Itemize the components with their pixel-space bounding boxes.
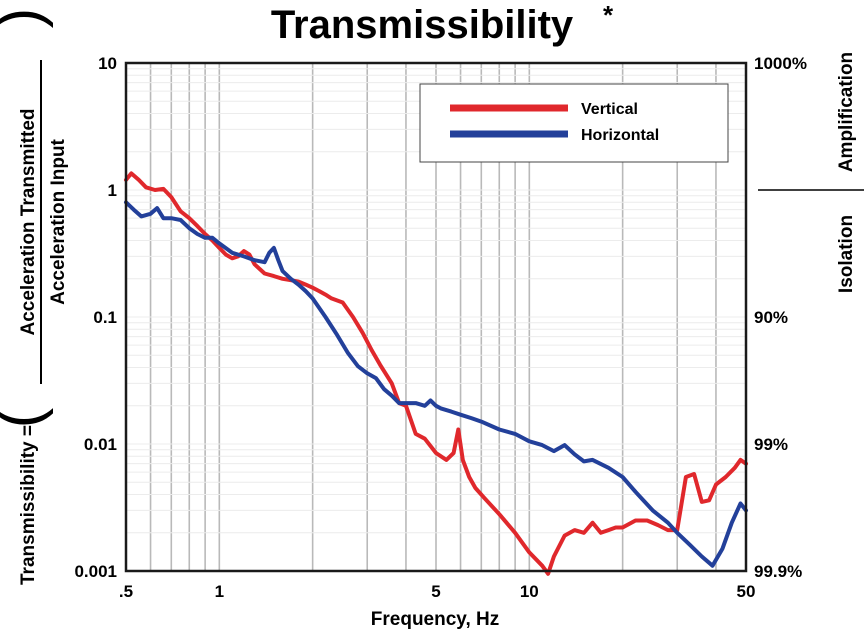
legend-label-vertical: Vertical: [581, 101, 638, 118]
y-axis-label-prefix: Transmissibility =: [18, 425, 39, 585]
y-axis-label: Transmissibility = ( Acceleration Transm…: [0, 8, 69, 585]
y-axis-label-denominator: Acceleration Input: [48, 138, 69, 304]
series-line-horizontal: [124, 200, 748, 568]
legend-box: [419, 83, 729, 163]
right-tick-labels: 1000% 90% 99% 99.9%: [754, 54, 807, 581]
legend: Vertical Horizontal: [419, 83, 729, 163]
y-tick-label: 0.001: [74, 562, 117, 581]
x-tick-label: 1: [215, 582, 224, 601]
x-tick-label: 5: [431, 582, 440, 601]
x-axis-label: Frequency, Hz: [371, 609, 499, 630]
y-tick-label: 1: [108, 181, 117, 200]
chart-title: Transmissibility: [271, 3, 574, 47]
y-tick-label: 0.1: [93, 308, 117, 327]
chart-title-group: Transmissibility *: [271, 0, 614, 47]
y-axis-label-paren-close: ): [0, 8, 54, 29]
y-axis-label-paren-open: (: [0, 407, 54, 428]
plot-frame: [124, 61, 748, 573]
series-lines: [124, 171, 748, 576]
legend-label-horizontal: Horizontal: [581, 127, 659, 144]
x-tick-label: 50: [737, 582, 756, 601]
right-tick-label: 90%: [754, 308, 788, 327]
x-tick-label: .5: [119, 582, 133, 601]
y-tick-label: 0.01: [84, 435, 117, 454]
x-tick-label: 10: [520, 582, 539, 601]
y-tick-labels: 10 1 0.1 0.01 0.001: [74, 54, 117, 581]
x-tick-labels: .5 1 5 10 50: [119, 582, 756, 601]
right-tick-label: 1000%: [754, 54, 807, 73]
series-line-vertical: [124, 171, 748, 576]
y-axis-label-numerator: Acceleration Transmitted: [18, 108, 39, 335]
y-tick-label: 10: [98, 54, 117, 73]
isolation-label: Isolation: [836, 215, 857, 293]
amplification-label: Amplification: [836, 52, 857, 172]
right-tick-label: 99.9%: [754, 562, 802, 581]
right-axis-region-labels: Amplification Isolation: [758, 52, 864, 293]
chart-title-asterisk: *: [603, 0, 614, 30]
right-tick-label: 99%: [754, 435, 788, 454]
